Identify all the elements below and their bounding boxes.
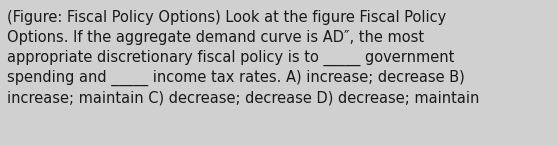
Text: (Figure: Fiscal Policy Options) Look at the figure Fiscal Policy
Options. If the: (Figure: Fiscal Policy Options) Look at … [7,10,480,106]
